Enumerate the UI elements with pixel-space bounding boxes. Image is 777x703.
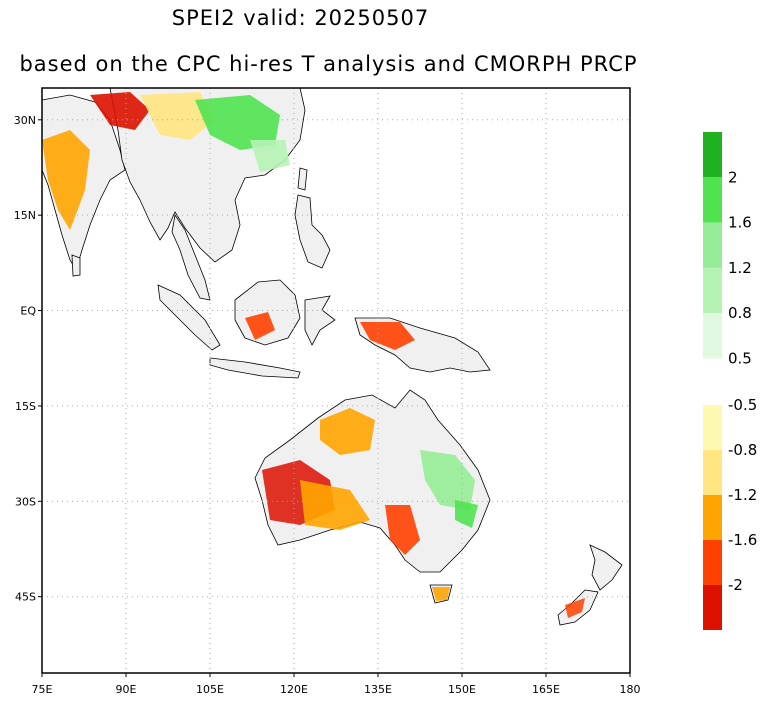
- colorbar-label: 1.6: [728, 214, 752, 232]
- colorbar-label: -0.8: [728, 441, 757, 459]
- colorbar-label: -2: [728, 576, 743, 594]
- colorbar-swatch: [703, 585, 722, 630]
- java: [209, 357, 301, 379]
- anomaly-slight-wet-china: [250, 140, 290, 172]
- colorbar-swatch: [703, 313, 722, 359]
- map-subtitle: based on the CPC hi-res T analysis and C…: [19, 52, 638, 76]
- y-tick-label: 45S: [15, 591, 36, 604]
- y-axis-ticks: 30N 15N EQ 15S 30S 45S: [14, 114, 42, 604]
- y-tick-label: 30N: [14, 114, 36, 127]
- anomaly-wet-e-australia: [420, 450, 475, 510]
- anomaly-moderate-dry-china: [140, 92, 215, 140]
- sulawesi: [304, 295, 336, 346]
- colorbar-swatch: [703, 177, 722, 223]
- colorbar-label: 0.5: [728, 350, 752, 368]
- x-tick-label: 135E: [364, 683, 392, 696]
- taiwan: [297, 167, 308, 191]
- anomaly-wet-se-australia: [455, 500, 478, 528]
- map-area: [42, 88, 630, 673]
- anomaly-wet-china: [195, 95, 280, 150]
- x-tick-label: 90E: [116, 683, 137, 696]
- anomaly-very-dry-tibet: [90, 92, 150, 130]
- x-tick-label: 180: [620, 683, 641, 696]
- anomaly-dry-new-guinea: [360, 322, 415, 350]
- anomaly-dry-india: [42, 130, 90, 230]
- x-tick-label: 150E: [448, 683, 476, 696]
- philippines: [294, 194, 331, 269]
- colorbar-swatch: [703, 450, 722, 495]
- anomaly-dry-tasmania: [432, 587, 450, 601]
- x-tick-label: 75E: [32, 683, 53, 696]
- anomaly-dry-borneo: [245, 312, 275, 340]
- sri-lanka: [71, 254, 81, 277]
- colorbar-swatch: [703, 267, 722, 314]
- anomaly-dry-nw-australia: [320, 408, 375, 455]
- new-zealand-north: [589, 544, 623, 591]
- x-tick-label: 105E: [196, 683, 224, 696]
- y-tick-label: EQ: [20, 305, 36, 318]
- x-axis-ticks: 75E 90E 105E 120E 135E 150E 165E 180: [32, 673, 641, 696]
- spei-anomaly-layer: [42, 92, 585, 618]
- colorbar: 2 1.6 1.2 0.8 0.5 -0.5 -0.8 -1.2 -1.6 -2: [703, 132, 757, 630]
- colorbar-label: -1.2: [728, 486, 757, 504]
- colorbar-swatch: [703, 540, 722, 585]
- anomaly-dry-new-zealand: [565, 598, 585, 618]
- australia: [254, 389, 491, 573]
- colorbar-label: 2: [728, 168, 738, 186]
- sumatra: [157, 284, 221, 351]
- anomaly-dry-central-australia: [300, 480, 370, 530]
- y-tick-label: 30S: [15, 495, 36, 508]
- malay-peninsula: [171, 213, 211, 301]
- colorbar-label: 1.2: [728, 259, 752, 277]
- colorbar-swatch: [703, 132, 722, 178]
- colorbar-label: -0.5: [728, 396, 757, 414]
- colorbar-swatch: [703, 405, 722, 450]
- land-layer: [42, 88, 623, 626]
- x-tick-label: 120E: [280, 683, 308, 696]
- map-grid: [42, 88, 630, 673]
- y-tick-label: 15N: [14, 209, 36, 222]
- y-tick-label: 15S: [15, 400, 36, 413]
- colorbar-swatch: [703, 495, 722, 540]
- colorbar-label: -1.6: [728, 531, 757, 549]
- colorbar-label: 0.8: [728, 304, 752, 322]
- map-title: SPEI2 valid: 20250507: [171, 6, 430, 30]
- colorbar-swatch: [703, 222, 722, 268]
- map-frame: [41, 87, 631, 674]
- x-tick-label: 165E: [532, 683, 560, 696]
- anomaly-very-dry-se-australia: [385, 505, 420, 555]
